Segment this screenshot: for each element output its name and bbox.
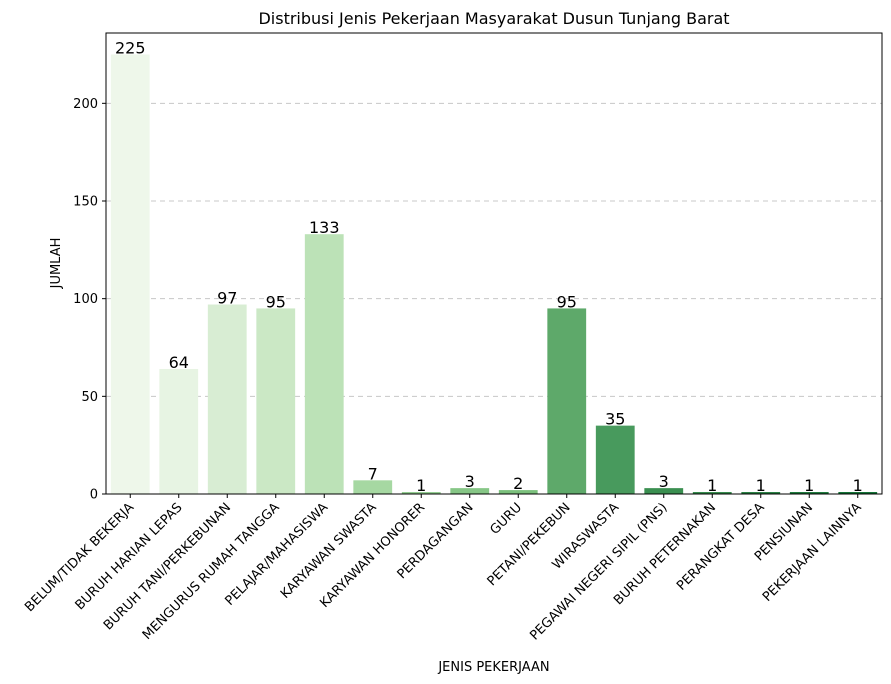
y-axis-label: JUMLAH [49, 238, 64, 290]
x-tick-label: KARYAWAN SWASTA [278, 500, 380, 602]
bar-value-label: 7 [368, 464, 378, 483]
bar [450, 488, 490, 494]
bar-value-label: 1 [853, 476, 863, 495]
y-tick-label: 0 [90, 488, 98, 503]
bar [304, 234, 344, 494]
bar [838, 492, 878, 494]
bar-value-label: 95 [266, 292, 286, 311]
y-tick-label: 100 [73, 292, 98, 307]
bar [353, 480, 393, 494]
bar-value-label: 35 [605, 410, 625, 429]
bar-value-label: 3 [659, 472, 669, 491]
bar-value-label: 97 [217, 289, 237, 308]
bar [207, 304, 247, 494]
bar-value-label: 1 [416, 476, 426, 495]
bar [547, 308, 587, 494]
bar [595, 425, 635, 494]
chart-title: Distribusi Jenis Pekerjaan Masyarakat Du… [258, 9, 729, 28]
bar-value-label: 2 [513, 474, 523, 493]
bar-value-label: 95 [557, 292, 577, 311]
plot-frame [105, 32, 883, 495]
y-tick-label: 50 [81, 390, 98, 405]
bar-value-label: 1 [707, 476, 717, 495]
y-tick-label: 150 [73, 194, 98, 209]
x-axis-label: JENIS PEKERJAAN [437, 660, 549, 675]
x-tick-label: PEKERJAAN LAINNYA [760, 500, 865, 605]
x-tick-label: PERANGKAT DESA [674, 500, 767, 593]
bar-value-label: 1 [756, 476, 766, 495]
bars-layer [110, 54, 878, 494]
y-axis: 0 50 100 150 200 [73, 97, 106, 503]
bar-value-label: 225 [115, 38, 146, 57]
data-labels-layer: 225 64 97 95 133 7 1 3 2 95 35 3 1 1 1 1 [115, 38, 863, 495]
bar-value-label: 1 [804, 476, 814, 495]
bar [159, 368, 199, 494]
bar [789, 492, 829, 494]
bar [692, 492, 732, 494]
bar [741, 492, 781, 494]
bar-value-label: 3 [465, 472, 475, 491]
x-tick-label: PETANI/PEKEBUN [485, 500, 574, 589]
bar-value-label: 64 [169, 353, 189, 372]
bar [401, 492, 441, 494]
y-tick-label: 200 [73, 97, 98, 112]
bar [644, 488, 684, 494]
bar [498, 490, 538, 494]
x-tick-label: GURU [488, 500, 526, 538]
bar [110, 54, 150, 494]
bar [256, 308, 296, 494]
bar-value-label: 133 [309, 218, 340, 237]
